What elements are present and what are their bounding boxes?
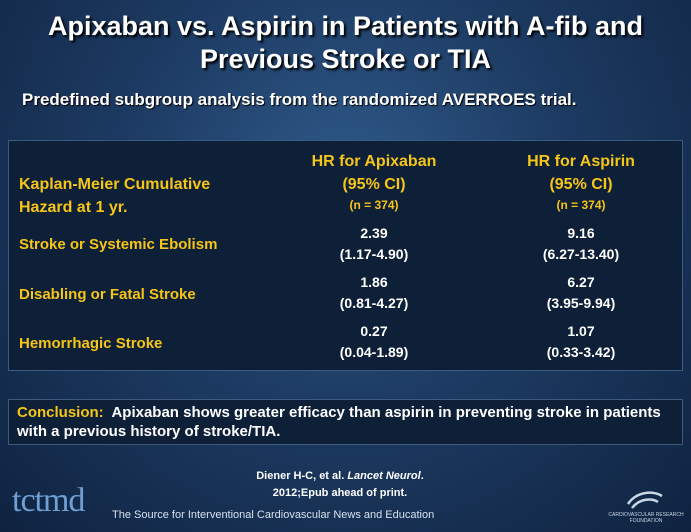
citation-line-2: 2012;Epub ahead of print. xyxy=(272,487,408,499)
cell-ci: (3.95-9.94) xyxy=(546,295,616,311)
conclusion-box: Conclusion: Apixaban shows greater effic… xyxy=(8,399,683,445)
citation-line-1: Diener H-C, et al. Lancet Neurol. xyxy=(256,470,424,482)
results-table: Kaplan-Meier Cumulative Hazard at 1 yr. … xyxy=(8,140,683,371)
cell-value: 6.27 xyxy=(567,274,595,290)
row-label-hemorrhagic: Hemorrhagic Stroke xyxy=(19,335,163,352)
cell-ci: (1.17-4.90) xyxy=(339,246,409,262)
citation: Diener H-C, et al. Lancet Neurol. 2012;E… xyxy=(190,468,490,502)
crf-line-1: CARDIOVASCULAR RESEARCH xyxy=(608,512,684,518)
column-header-aspirin: HR for Aspirin (95% CI) (n = 374) xyxy=(481,150,681,214)
cell-aspirin-hemorrhagic: 1.07 (0.33-3.42) xyxy=(481,321,681,363)
cell-ci: (6.27-13.40) xyxy=(542,246,620,262)
crf-logo-text: CARDIOVASCULAR RESEARCH FOUNDATION xyxy=(606,512,686,524)
column-header-aspirin-ci: (95% CI) xyxy=(549,176,613,193)
crf-line-2: FOUNDATION xyxy=(629,518,663,524)
cell-ci: (0.81-4.27) xyxy=(339,295,409,311)
citation-journal: Lancet Neurol xyxy=(347,470,421,482)
crf-logo-icon xyxy=(626,491,663,509)
conclusion-lead: Conclusion: xyxy=(17,404,104,421)
cell-value: 0.27 xyxy=(360,323,388,339)
row-label-stroke-systemic: Stroke or Systemic Ebolism xyxy=(19,236,218,253)
row-header-line-2: Hazard at 1 yr. xyxy=(19,199,128,216)
column-header-apixaban: HR for Apixaban (95% CI) (n = 374) xyxy=(274,150,474,214)
cell-value: 1.86 xyxy=(360,274,388,290)
column-header-aspirin-n: (n = 374) xyxy=(556,198,606,212)
row-header-line-1: Kaplan-Meier Cumulative xyxy=(19,176,211,193)
cell-apixaban-disabling-fatal: 1.86 (0.81-4.27) xyxy=(274,272,474,314)
conclusion-text: Apixaban shows greater efficacy than asp… xyxy=(17,404,661,440)
cell-ci: (0.33-3.42) xyxy=(546,344,616,360)
cell-value: 9.16 xyxy=(567,225,595,241)
column-header-apixaban-ci: (95% CI) xyxy=(342,176,406,193)
cell-ci: (0.04-1.89) xyxy=(339,344,409,360)
slide-title: Apixaban vs. Aspirin in Patients with A-… xyxy=(0,10,691,76)
row-header: Kaplan-Meier Cumulative Hazard at 1 yr. xyxy=(19,173,210,219)
tctmd-logo: tctmd xyxy=(12,482,85,519)
cell-apixaban-hemorrhagic: 0.27 (0.04-1.89) xyxy=(274,321,474,363)
cell-value: 2.39 xyxy=(360,225,388,241)
footer-tagline: The Source for Interventional Cardiovasc… xyxy=(112,509,435,521)
row-label-disabling-fatal: Disabling or Fatal Stroke xyxy=(19,286,196,303)
slide-subtitle: Predefined subgroup analysis from the ra… xyxy=(22,90,577,109)
citation-authors: Diener H-C, et al. xyxy=(256,470,345,482)
column-header-aspirin-title: HR for Aspirin xyxy=(527,153,635,170)
cell-value: 1.07 xyxy=(567,323,595,339)
column-header-apixaban-title: HR for Apixaban xyxy=(311,153,437,170)
title-line-2: Previous Stroke or TIA xyxy=(199,44,492,74)
column-header-apixaban-n: (n = 374) xyxy=(349,198,399,212)
cell-apixaban-stroke-systemic: 2.39 (1.17-4.90) xyxy=(274,223,474,265)
cell-aspirin-disabling-fatal: 6.27 (3.95-9.94) xyxy=(481,272,681,314)
title-line-1: Apixaban vs. Aspirin in Patients with A-… xyxy=(47,11,644,41)
cell-aspirin-stroke-systemic: 9.16 (6.27-13.40) xyxy=(481,223,681,265)
